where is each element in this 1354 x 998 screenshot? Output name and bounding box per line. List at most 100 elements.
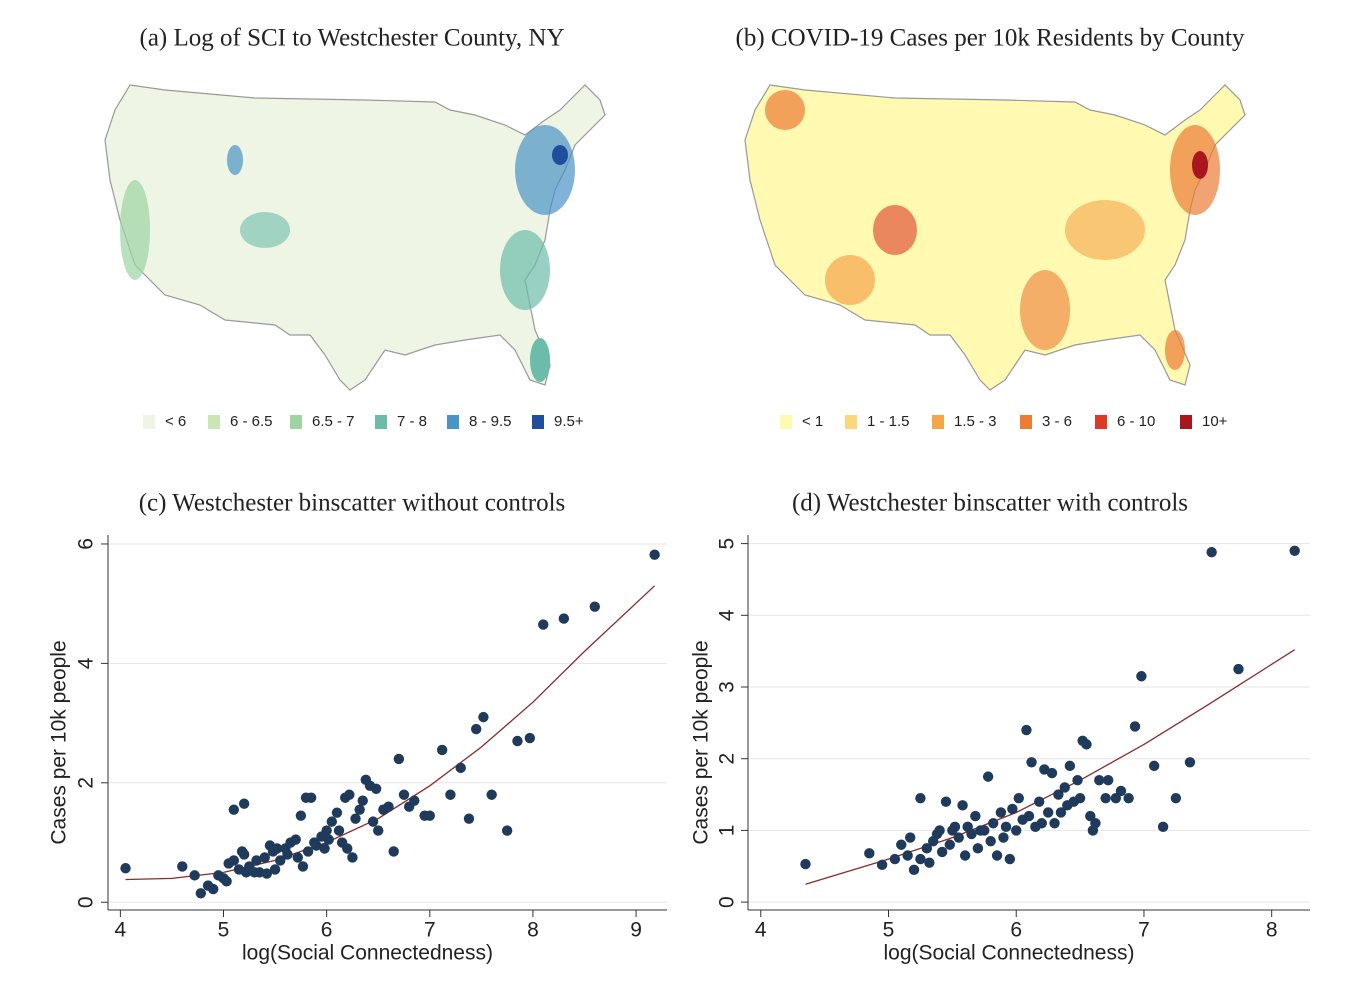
point [333, 825, 345, 836]
point [326, 816, 338, 827]
point [1053, 789, 1064, 800]
legend-swatch [845, 415, 857, 429]
x-tick-label: 5 [218, 919, 230, 942]
point [1007, 803, 1018, 815]
point [1055, 807, 1067, 818]
x-tick-label: 4 [115, 919, 127, 942]
point [409, 795, 420, 806]
point [1072, 775, 1083, 786]
y-axis-label: Cases per 10k people [48, 640, 71, 844]
point [1004, 853, 1016, 865]
point [649, 549, 660, 560]
point [982, 771, 994, 782]
point [238, 849, 250, 860]
point [470, 723, 482, 735]
point [1021, 724, 1032, 736]
point [979, 825, 990, 836]
panel-title: (b) COVID-19 Cases per 10k Residents by … [736, 25, 1245, 52]
point [953, 832, 964, 843]
point [1289, 545, 1300, 556]
point [921, 843, 933, 854]
point [259, 852, 270, 863]
legend-label: 1 - 1.5 [867, 413, 910, 430]
point [972, 843, 984, 854]
point [1064, 760, 1076, 772]
y-axis-label: Cases per 10k people [690, 640, 713, 844]
fit-line [805, 649, 1296, 885]
x-tick-label: 6 [1010, 919, 1022, 942]
point [1085, 810, 1096, 822]
y-tick-label: 4 [716, 609, 739, 621]
point [221, 876, 232, 887]
point [1013, 792, 1024, 804]
point [1081, 739, 1092, 750]
y-tick-label: 4 [75, 657, 98, 669]
x-tick-label: 8 [1266, 919, 1278, 942]
point [1046, 767, 1058, 779]
point [1090, 818, 1101, 829]
y-tick-label: 2 [75, 777, 98, 789]
point [207, 883, 219, 895]
x-tick-label: 8 [527, 919, 539, 942]
point [998, 832, 1009, 843]
point [538, 619, 549, 630]
point [436, 744, 448, 756]
fit-line [125, 585, 656, 881]
point [478, 711, 489, 723]
point [311, 840, 322, 851]
point [985, 835, 996, 847]
legend-swatch [1095, 415, 1107, 429]
point [944, 839, 956, 850]
point [120, 863, 131, 874]
point [1036, 818, 1047, 829]
point [463, 813, 475, 824]
point [512, 735, 523, 747]
point [936, 846, 948, 858]
legend-label: 10+ [1202, 413, 1228, 430]
point [957, 800, 968, 811]
map-a [104, 84, 606, 391]
point [1233, 663, 1244, 675]
point [1123, 792, 1134, 804]
point [1049, 818, 1060, 829]
point [290, 834, 301, 845]
legend-swatch [532, 415, 544, 429]
point [305, 792, 317, 803]
point [367, 816, 379, 827]
point [1115, 785, 1127, 797]
point [905, 832, 916, 843]
legend-swatch [375, 415, 387, 429]
point [915, 853, 926, 865]
point [1023, 810, 1035, 822]
point [1136, 671, 1147, 682]
point [275, 855, 286, 866]
point [486, 789, 497, 800]
legend-swatch [1020, 415, 1032, 429]
x-tick-label: 4 [755, 919, 767, 942]
point [1110, 792, 1122, 804]
point [940, 796, 952, 807]
point [1102, 775, 1114, 786]
legend-label: < 1 [802, 413, 823, 430]
point [251, 855, 262, 866]
point [1129, 721, 1141, 732]
legend-swatch [290, 415, 302, 429]
y-tick-label: 2 [716, 753, 739, 765]
point [524, 732, 536, 744]
x-tick-label: 7 [1138, 919, 1150, 942]
point [319, 843, 330, 854]
legend-label: 9.5+ [554, 413, 584, 430]
point [995, 807, 1007, 818]
legend-label: 7 - 8 [397, 413, 427, 430]
point [589, 601, 601, 612]
point [1059, 782, 1070, 793]
point [357, 795, 368, 806]
point [269, 864, 281, 875]
point [949, 821, 961, 833]
point [228, 804, 240, 815]
point [302, 846, 314, 857]
legend-swatch [780, 415, 792, 429]
point [331, 807, 343, 818]
point [370, 783, 382, 794]
